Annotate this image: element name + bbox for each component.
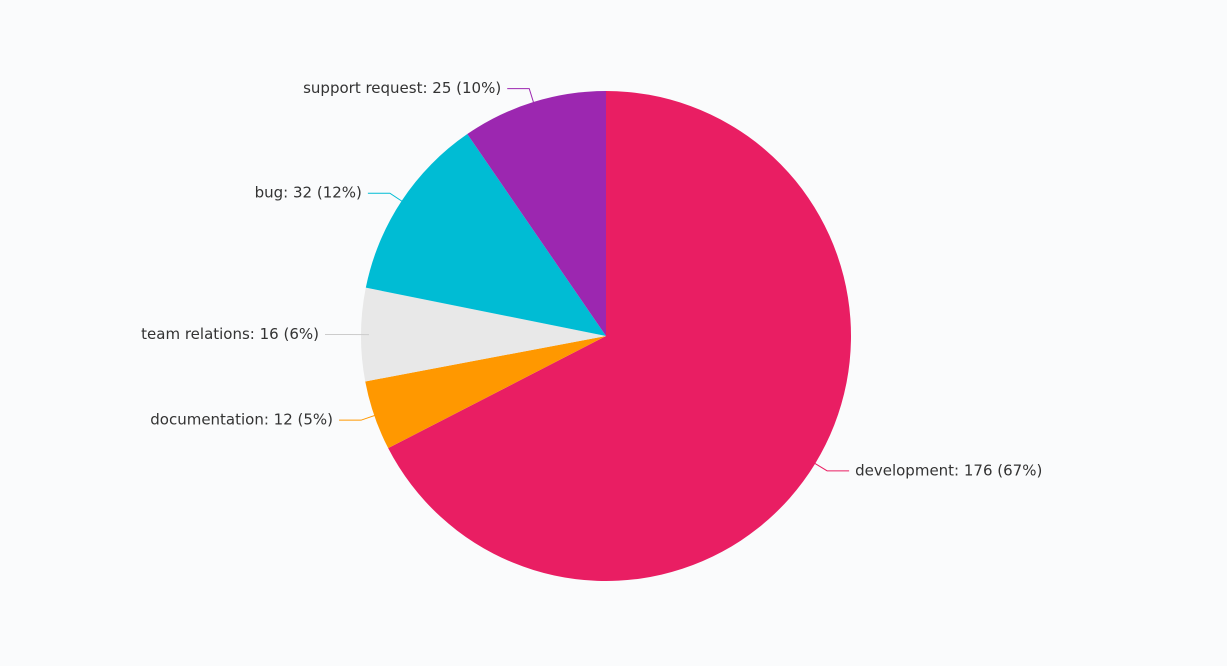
leader-line	[507, 88, 537, 110]
pie-slice	[467, 91, 606, 336]
slice-label: development: 176 (67%)	[855, 461, 1042, 479]
leader-line	[367, 192, 409, 206]
leader-line	[808, 458, 850, 472]
pie-slice	[365, 134, 606, 336]
pie-slice	[388, 91, 852, 581]
slice-label: bug: 32 (12%)	[255, 184, 362, 202]
pie-slice	[365, 336, 606, 449]
leader-line	[339, 412, 383, 421]
slice-label: team relations: 16 (6%)	[141, 325, 319, 343]
pie-slice	[361, 287, 606, 382]
slice-label: support request: 25 (10%)	[303, 79, 501, 97]
slice-label: documentation: 12 (5%)	[150, 411, 333, 429]
